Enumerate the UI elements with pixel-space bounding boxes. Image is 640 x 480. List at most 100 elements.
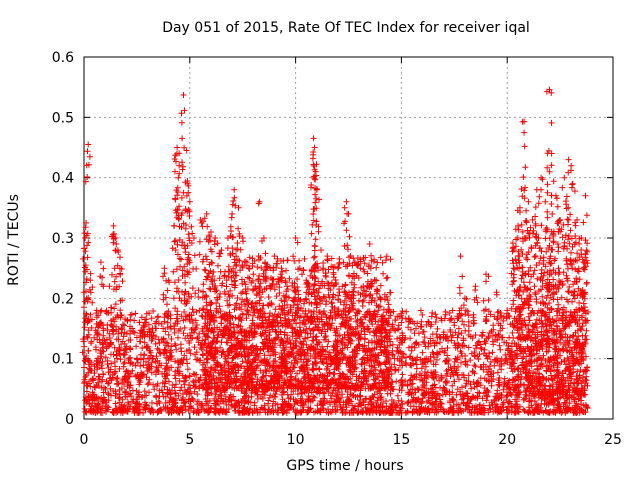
- data-point: [238, 373, 245, 380]
- data-point: [206, 397, 213, 404]
- data-point: [555, 372, 562, 379]
- data-point: [98, 353, 105, 360]
- data-point: [379, 403, 386, 410]
- y-tick-label: 0.6: [52, 50, 74, 66]
- data-point: [265, 397, 272, 404]
- data-point: [501, 380, 508, 387]
- data-point: [300, 400, 307, 407]
- data-point: [574, 409, 581, 416]
- data-point: [467, 381, 474, 388]
- data-point: [487, 311, 494, 318]
- data-point: [477, 409, 484, 415]
- data-point: [487, 371, 494, 378]
- data-point: [458, 359, 464, 366]
- data-point: [450, 397, 457, 404]
- data-point: [239, 358, 246, 365]
- data-point: [197, 357, 204, 364]
- data-point: [82, 394, 89, 401]
- data-point: [248, 393, 255, 400]
- data-point: [161, 318, 168, 325]
- data-point: [295, 409, 302, 416]
- data-point: [103, 399, 110, 406]
- data-point: [95, 324, 102, 331]
- data-point: [81, 376, 88, 383]
- data-point: [507, 389, 514, 396]
- data-point: [85, 318, 92, 325]
- data-point: [307, 405, 314, 412]
- data-point: [577, 401, 584, 408]
- data-point: [105, 380, 112, 387]
- data-point: [95, 312, 102, 319]
- data-point: [181, 387, 188, 394]
- data-point: [193, 349, 200, 356]
- data-point: [486, 330, 493, 336]
- data-point: [415, 341, 422, 348]
- data-point: [83, 408, 90, 415]
- data-point: [172, 389, 179, 396]
- data-point: [389, 341, 396, 348]
- data-point: [440, 408, 447, 415]
- y-tick-label: 0.4: [52, 171, 74, 187]
- data-point: [360, 399, 367, 406]
- chart-title: Day 051 of 2015, Rate Of TEC Index for r…: [162, 20, 530, 36]
- data-point: [204, 398, 211, 405]
- data-point: [444, 370, 451, 377]
- data-point: [218, 395, 225, 402]
- data-point: [97, 406, 104, 413]
- data-point: [185, 338, 192, 344]
- data-point: [352, 394, 359, 400]
- data-point: [165, 378, 172, 385]
- data-point: [498, 408, 505, 415]
- data-point: [164, 372, 171, 379]
- data-point: [312, 296, 319, 303]
- data-point: [181, 352, 188, 359]
- y-tick-label: 0.2: [52, 291, 74, 307]
- data-point: [442, 311, 449, 318]
- data-point: [148, 369, 155, 376]
- data-point: [405, 391, 412, 398]
- data-point: [380, 409, 387, 416]
- data-point: [169, 387, 175, 394]
- data-point: [493, 316, 500, 323]
- data-point: [495, 308, 502, 315]
- data-point: [383, 275, 390, 282]
- data-point: [526, 408, 533, 415]
- data-point: [141, 339, 148, 346]
- data-point: [579, 409, 586, 416]
- data-point: [245, 398, 252, 405]
- data-point: [208, 404, 215, 411]
- data-point: [389, 409, 396, 416]
- data-point: [408, 391, 415, 398]
- data-point: [429, 309, 436, 316]
- data-point: [474, 342, 480, 349]
- data-point: [369, 321, 376, 328]
- data-point: [140, 362, 147, 369]
- data-point: [122, 316, 129, 323]
- data-point: [194, 356, 201, 363]
- data-point: [349, 392, 356, 398]
- data-point: [174, 367, 181, 374]
- data-point: [355, 408, 362, 415]
- data-point: [281, 408, 288, 415]
- data-point: [232, 314, 239, 321]
- data-point: [456, 376, 462, 383]
- data-point: [81, 405, 88, 412]
- data-point: [543, 408, 550, 415]
- data-point: [160, 336, 167, 343]
- data-point: [413, 361, 420, 368]
- data-point: [432, 319, 439, 325]
- data-point: [94, 330, 101, 337]
- data-point: [269, 402, 276, 409]
- data-point: [555, 401, 562, 408]
- data-point: [154, 408, 161, 415]
- data-point: [433, 340, 440, 347]
- data-point: [151, 386, 158, 393]
- data-point: [86, 396, 92, 403]
- data-point: [165, 389, 172, 396]
- data-point: [197, 374, 204, 381]
- data-point: [349, 273, 356, 280]
- data-point: [390, 400, 397, 407]
- data-point: [119, 338, 126, 345]
- data-point: [494, 387, 501, 394]
- data-point: [437, 406, 444, 413]
